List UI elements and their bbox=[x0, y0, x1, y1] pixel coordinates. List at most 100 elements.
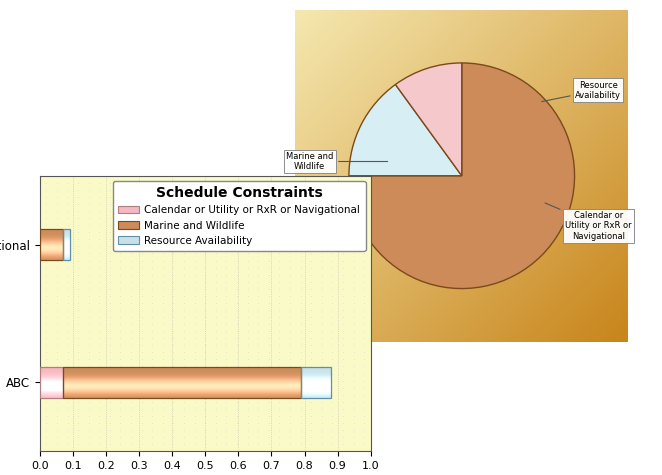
Bar bbox=[40, 374, 63, 375]
Bar bbox=[40, 373, 63, 374]
Bar bbox=[40, 241, 63, 242]
Bar bbox=[40, 381, 63, 382]
Bar bbox=[40, 388, 63, 389]
Bar bbox=[301, 379, 331, 380]
Bar bbox=[40, 377, 63, 378]
Bar bbox=[40, 386, 63, 387]
Bar bbox=[301, 368, 331, 369]
Bar bbox=[301, 393, 331, 394]
Bar bbox=[40, 396, 63, 397]
Bar bbox=[301, 376, 331, 377]
Bar bbox=[63, 257, 70, 258]
Bar bbox=[301, 381, 331, 382]
Bar bbox=[40, 384, 63, 385]
Bar bbox=[40, 258, 63, 259]
Bar bbox=[40, 379, 63, 380]
Title: Schedule Constraints: Schedule Constraints bbox=[362, 0, 561, 2]
Bar bbox=[40, 385, 63, 386]
Bar bbox=[40, 387, 63, 388]
Bar bbox=[63, 392, 301, 393]
Bar bbox=[40, 397, 63, 398]
Bar bbox=[301, 382, 331, 383]
Bar bbox=[40, 234, 63, 235]
Bar bbox=[301, 369, 331, 370]
Legend: Calendar or Utility or RxR or Navigational, Marine and Wildlife, Resource Availa: Calendar or Utility or RxR or Navigation… bbox=[113, 181, 365, 251]
Bar bbox=[63, 253, 70, 254]
Bar bbox=[63, 376, 301, 377]
Bar bbox=[63, 244, 70, 245]
Bar bbox=[63, 231, 70, 232]
Bar bbox=[40, 256, 63, 257]
Bar bbox=[40, 255, 63, 256]
Bar bbox=[63, 367, 301, 398]
Bar bbox=[63, 233, 70, 234]
Bar bbox=[63, 386, 301, 387]
Bar bbox=[63, 235, 70, 236]
Bar bbox=[63, 370, 301, 371]
Bar bbox=[63, 384, 301, 385]
Bar bbox=[63, 248, 70, 249]
Bar bbox=[63, 373, 301, 374]
Bar bbox=[40, 245, 63, 246]
Bar bbox=[40, 235, 63, 236]
Bar bbox=[40, 380, 63, 381]
Bar bbox=[40, 375, 63, 376]
Bar bbox=[63, 372, 301, 373]
Wedge shape bbox=[395, 63, 462, 176]
Bar bbox=[63, 382, 301, 383]
Bar bbox=[301, 370, 331, 371]
Bar bbox=[63, 389, 301, 390]
Bar bbox=[40, 394, 63, 395]
Bar bbox=[301, 388, 331, 389]
Bar bbox=[40, 252, 63, 253]
Bar bbox=[40, 369, 63, 370]
Bar bbox=[63, 383, 301, 384]
Bar bbox=[301, 372, 331, 373]
Bar bbox=[40, 250, 63, 251]
Bar bbox=[40, 236, 63, 237]
Bar bbox=[63, 243, 70, 244]
Bar bbox=[63, 388, 301, 389]
Bar bbox=[40, 238, 63, 239]
Bar bbox=[63, 232, 70, 233]
Wedge shape bbox=[349, 85, 462, 176]
Bar bbox=[301, 373, 331, 374]
Bar bbox=[301, 367, 331, 398]
Bar bbox=[63, 391, 301, 392]
Bar bbox=[63, 387, 301, 388]
Bar bbox=[40, 395, 63, 396]
Bar bbox=[63, 381, 301, 382]
Bar bbox=[63, 377, 301, 378]
Bar bbox=[63, 234, 70, 235]
Bar bbox=[301, 385, 331, 386]
Bar bbox=[40, 251, 63, 252]
Bar bbox=[40, 239, 63, 240]
Bar bbox=[40, 376, 63, 377]
Bar bbox=[301, 391, 331, 392]
Bar bbox=[63, 390, 301, 391]
Bar bbox=[63, 237, 70, 238]
Bar bbox=[63, 256, 70, 257]
Bar bbox=[40, 370, 63, 371]
Bar bbox=[63, 239, 70, 240]
Bar bbox=[40, 393, 63, 394]
Bar bbox=[301, 380, 331, 381]
Bar bbox=[63, 385, 301, 386]
Bar bbox=[63, 236, 70, 237]
Bar bbox=[40, 233, 63, 234]
Bar bbox=[301, 371, 331, 372]
Bar bbox=[301, 378, 331, 379]
Bar bbox=[40, 247, 63, 248]
Bar bbox=[301, 392, 331, 393]
Bar bbox=[63, 241, 70, 242]
Bar bbox=[40, 367, 63, 398]
Bar bbox=[301, 386, 331, 387]
Bar bbox=[40, 249, 63, 250]
Bar bbox=[40, 229, 63, 260]
Bar bbox=[63, 238, 70, 239]
Bar bbox=[40, 389, 63, 390]
Text: Calendar or
Utility or RxR or
Navigational: Calendar or Utility or RxR or Navigation… bbox=[545, 203, 632, 240]
Bar bbox=[40, 242, 63, 243]
Bar bbox=[40, 230, 63, 231]
Bar bbox=[63, 254, 70, 255]
